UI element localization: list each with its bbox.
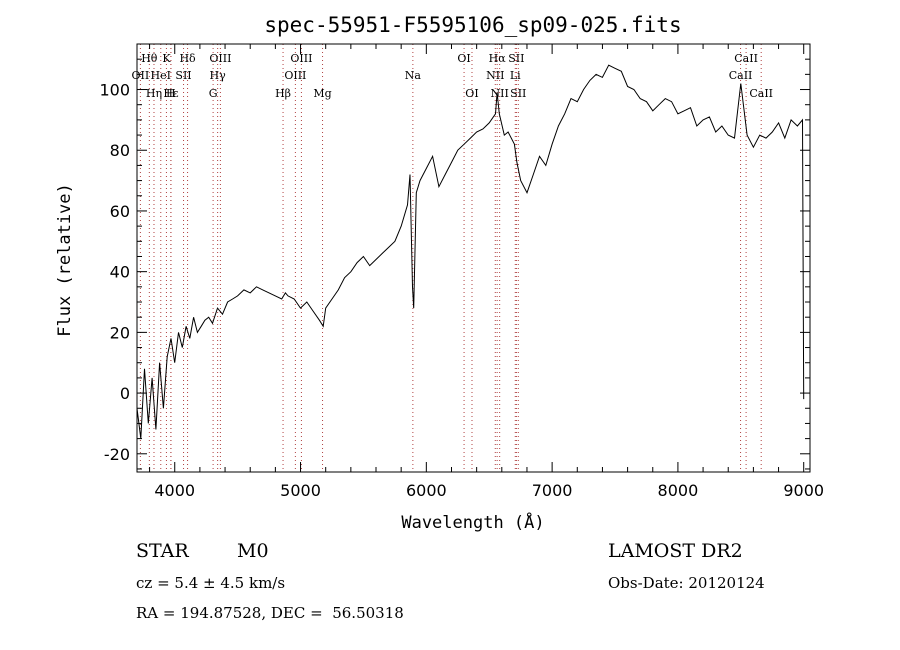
- line-label: NII: [486, 69, 504, 82]
- x-tick-label: 9000: [783, 481, 824, 500]
- line-label: OIII: [284, 69, 306, 82]
- y-tick-label: 80: [110, 141, 130, 160]
- line-label: OIII: [209, 52, 231, 65]
- line-label: OIII: [290, 52, 312, 65]
- line-label: H: [166, 87, 176, 100]
- y-tick-label: 0: [120, 384, 130, 403]
- line-label: Hε: [163, 87, 179, 100]
- observation-date: Obs-Date: 20120124: [608, 574, 765, 592]
- x-axis-label: Wavelength (Å): [401, 511, 544, 533]
- line-label: Li: [510, 69, 521, 82]
- x-tick-label: 7000: [532, 481, 573, 500]
- redshift-velocity: cz = 5.4 ± 4.5 km/s: [136, 574, 286, 592]
- line-label: G: [209, 87, 218, 100]
- line-label: OII: [132, 69, 150, 82]
- x-tick-label: 6000: [406, 481, 447, 500]
- object-subclass: M0: [237, 540, 269, 562]
- line-label: OI: [465, 87, 478, 100]
- line-label: NII: [491, 87, 509, 100]
- line-label: OI: [457, 52, 470, 65]
- y-tick-label: 20: [110, 323, 130, 342]
- line-label: SII: [175, 69, 191, 82]
- x-tick-label: 4000: [154, 481, 195, 500]
- line-label: Hβ: [275, 87, 291, 100]
- line-label: Hθ: [141, 52, 158, 65]
- spectral-line-markers: [139, 44, 762, 472]
- y-tick-label: -20: [104, 445, 130, 464]
- line-label: Hγ: [210, 69, 227, 82]
- line-label: Na: [405, 69, 422, 82]
- y-axis-label: Flux (relative): [55, 183, 75, 337]
- survey-name: LAMOST DR2: [608, 540, 743, 562]
- line-label: CaII: [734, 52, 758, 65]
- chart-title: spec-55951-F5595106_sp09-025.fits: [264, 13, 681, 37]
- line-label: CaII: [749, 87, 773, 100]
- line-label: HeI: [151, 69, 171, 82]
- line-label: SII: [510, 87, 526, 100]
- line-label: Hη: [146, 87, 162, 100]
- object-class: STAR: [136, 540, 189, 562]
- spectrum-line: [136, 64, 805, 439]
- axis-ticks: 4000 5000 6000 7000 8000 9000 -20 0 20 40 60 80 100: [99, 43, 824, 500]
- sky-coordinates: RA = 194.87528, DEC = 56.50318: [136, 604, 404, 622]
- y-tick-label: 40: [110, 263, 130, 282]
- spectrum-series: [136, 64, 805, 439]
- line-label: SII: [508, 52, 524, 65]
- line-label: Mg: [313, 87, 331, 100]
- line-label: Hα: [489, 52, 507, 65]
- x-tick-label: 8000: [658, 481, 699, 500]
- line-label: CaII: [729, 69, 753, 82]
- y-tick-label: 60: [110, 202, 130, 221]
- line-label: K: [162, 52, 171, 65]
- plot-frame: [136, 43, 811, 473]
- x-tick-label: 5000: [280, 481, 321, 500]
- line-label: Hδ: [179, 52, 196, 65]
- y-tick-label: 100: [99, 81, 130, 100]
